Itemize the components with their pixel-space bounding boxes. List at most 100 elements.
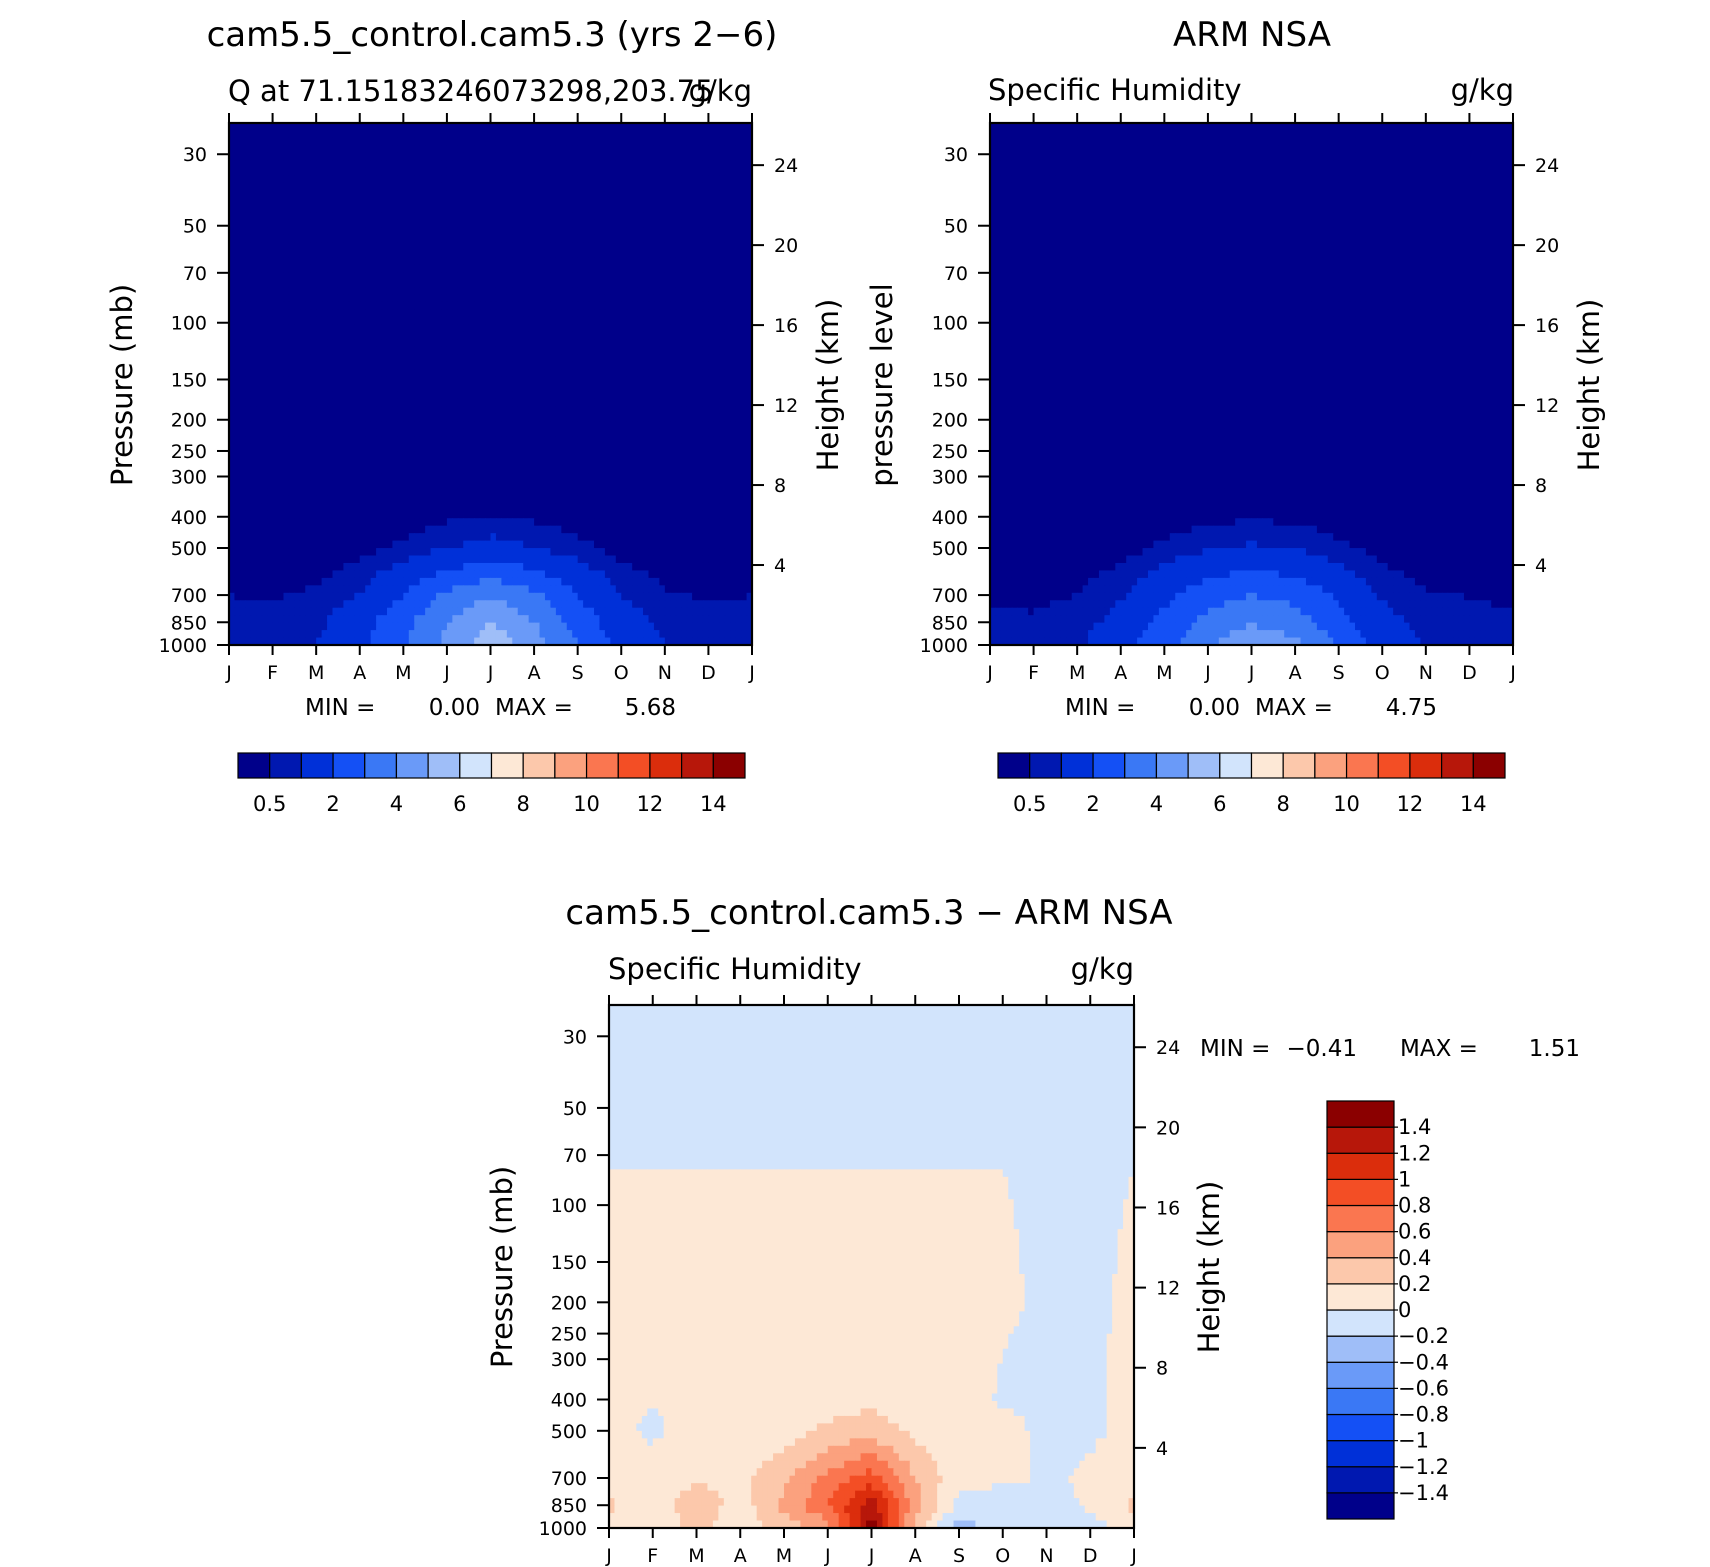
contour-cell (414, 309, 421, 318)
contour-cell (713, 279, 720, 288)
contour-cell (746, 324, 752, 333)
contour-cell (615, 361, 622, 370)
contour-cell (441, 294, 448, 303)
contour-cell (430, 175, 437, 184)
contour-cell (261, 279, 268, 288)
contour-cell (452, 495, 459, 504)
contour-cell (354, 160, 361, 169)
contour-cell (561, 212, 568, 221)
contour-cell (534, 152, 541, 161)
contour-cell (615, 354, 622, 363)
contour-cell (294, 287, 301, 296)
contour-cell (419, 413, 426, 422)
contour-cell (267, 331, 274, 340)
contour-cell (594, 354, 601, 363)
contour-cell (283, 249, 290, 258)
contour-cell (588, 182, 595, 191)
contour-cell (528, 272, 535, 281)
contour-cell (708, 294, 715, 303)
contour-cell (572, 160, 579, 169)
contour-cell (261, 391, 268, 400)
contour-cell (681, 219, 688, 228)
contour-cell (419, 384, 426, 393)
contour-cell (724, 354, 731, 363)
contour-cell (506, 391, 513, 400)
contour-cell (397, 324, 404, 333)
contour-cell (604, 391, 611, 400)
contour-cell (288, 152, 295, 161)
contour-cell (234, 175, 241, 184)
contour-cell (354, 466, 361, 475)
contour-cell (523, 137, 530, 146)
contour-cell (746, 458, 752, 467)
contour-cell (561, 436, 568, 445)
contour-cell (446, 287, 453, 296)
contour-cell (348, 413, 355, 422)
contour-cell (310, 287, 317, 296)
contour-cell (294, 160, 301, 169)
contour-cell (485, 413, 492, 422)
contour-cell (381, 212, 388, 221)
contour-cell (566, 384, 573, 393)
contour-cell (719, 316, 726, 325)
contour-cell (724, 182, 731, 191)
contour-cell (370, 346, 377, 355)
contour-cell (495, 406, 502, 415)
contour-cell (446, 301, 453, 311)
contour-cell (583, 339, 590, 348)
contour-cell (632, 436, 639, 445)
contour-cell (615, 167, 622, 176)
contour-cell (441, 413, 448, 422)
contour-cell (544, 361, 552, 370)
contour-cell (425, 242, 432, 251)
contour-cell (643, 376, 650, 385)
contour-cell (354, 152, 361, 161)
contour-cell (386, 495, 394, 504)
contour-cell (621, 309, 628, 318)
contour-cell (229, 152, 236, 161)
contour-cell (534, 279, 541, 288)
contour-cell (468, 384, 475, 393)
contour-cell (283, 242, 290, 251)
contour-cell (506, 152, 513, 161)
contour-cell (408, 354, 415, 363)
contour-cell (386, 473, 394, 482)
contour-cell (441, 145, 448, 154)
contour-cell (528, 123, 535, 132)
contour-cell (310, 145, 317, 154)
contour-cell (730, 495, 737, 504)
contour-cell (610, 130, 617, 139)
contour-cell (327, 480, 334, 489)
contour-cell (637, 443, 644, 452)
contour-cell (441, 152, 448, 161)
contour-cell (697, 488, 704, 497)
contour-cell (577, 376, 584, 385)
contour-cell (299, 234, 306, 243)
contour-cell (479, 167, 486, 176)
contour-cell (615, 294, 622, 303)
contour-cell (626, 443, 633, 452)
contour-cell (256, 242, 263, 251)
contour-cell (414, 301, 421, 311)
contour-cell (365, 339, 372, 348)
contour-cell (577, 361, 584, 370)
contour-cell (436, 279, 443, 288)
contour-cell (250, 473, 257, 482)
contour-cell (741, 376, 748, 385)
contour-cell (490, 137, 497, 146)
contour-cell (327, 503, 334, 512)
contour-cell (702, 354, 710, 363)
contour-cell (332, 301, 339, 311)
contour-cell (626, 152, 633, 161)
contour-cell (354, 384, 361, 393)
contour-cell (386, 384, 394, 393)
contour-cell (305, 436, 312, 445)
contour-cell (539, 331, 546, 340)
contour-cell (621, 369, 628, 378)
contour-cell (643, 130, 650, 139)
contour-cell (730, 219, 737, 228)
contour-cell (446, 488, 453, 497)
contour-cell (239, 205, 246, 214)
contour-cell (245, 413, 252, 422)
contour-cell (419, 428, 426, 437)
